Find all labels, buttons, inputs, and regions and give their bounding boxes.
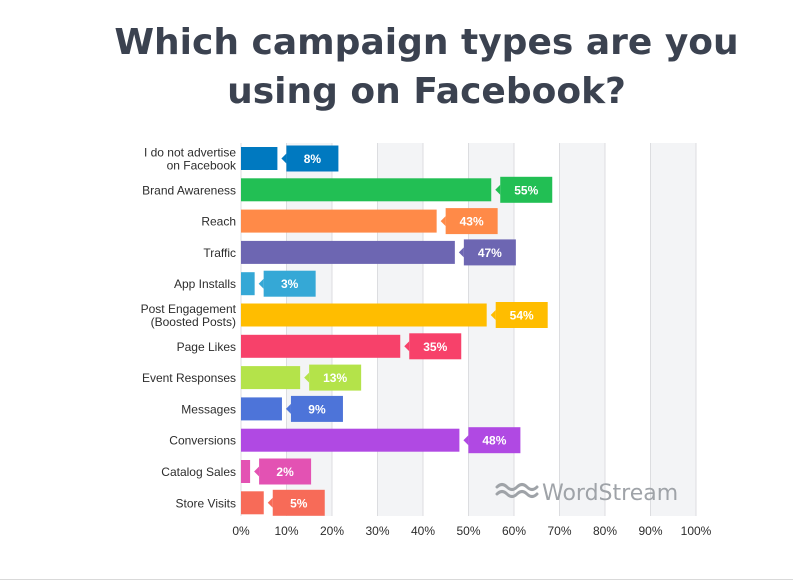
value-tag: 2% <box>254 458 312 485</box>
x-tick-label: 30% <box>365 524 389 538</box>
category-label: Conversions <box>169 434 236 448</box>
value-tag: 43% <box>440 208 498 235</box>
watermark-text: WordStream <box>542 481 678 506</box>
bottom-divider <box>0 579 793 580</box>
value-label: 9% <box>308 402 326 416</box>
category-label: Traffic <box>203 246 236 260</box>
value-label: 43% <box>460 215 484 229</box>
category-label: Post Engagement (Boosted Posts) <box>141 302 237 329</box>
x-tick-label: 90% <box>638 524 662 538</box>
value-tag: 55% <box>495 176 553 203</box>
x-tick-label: 40% <box>411 524 435 538</box>
category-label: Store Visits <box>176 496 236 510</box>
bar <box>241 209 437 233</box>
value-tag: 13% <box>304 364 362 391</box>
plot-stripe <box>559 143 605 516</box>
bar <box>241 397 282 421</box>
value-tag: 47% <box>458 239 516 266</box>
plot-stripe <box>286 143 332 516</box>
plot-stripe <box>377 143 423 516</box>
category-label: Brand Awareness <box>142 183 236 197</box>
x-tick-label: 0% <box>232 524 250 538</box>
category-label: Messages <box>181 402 236 416</box>
value-tag: 5% <box>267 489 325 516</box>
bar <box>241 272 255 296</box>
category-label: Catalog Sales <box>161 465 236 479</box>
value-label: 5% <box>290 496 308 510</box>
bar <box>241 334 401 358</box>
value-label: 55% <box>514 183 538 197</box>
x-tick-label: 80% <box>593 524 617 538</box>
value-tag: 35% <box>404 333 462 360</box>
bar <box>241 366 301 390</box>
x-tick-label: 70% <box>547 524 571 538</box>
value-label: 8% <box>304 152 322 166</box>
category-label: I do not advertise on Facebook <box>144 146 237 173</box>
bar <box>241 428 460 452</box>
bar <box>241 178 492 202</box>
x-tick-label: 10% <box>274 524 298 538</box>
bar <box>241 491 264 515</box>
x-tick-label: 60% <box>502 524 526 538</box>
bar <box>241 303 487 327</box>
value-tag: 8% <box>281 145 339 172</box>
bar <box>241 240 455 264</box>
x-tick-label: 50% <box>456 524 480 538</box>
value-label: 3% <box>281 277 299 291</box>
bar <box>241 460 251 483</box>
x-tick-label: 100% <box>681 524 712 538</box>
bar <box>241 147 278 170</box>
x-tick-label: 20% <box>320 524 344 538</box>
category-label: App Installs <box>174 277 236 291</box>
value-tag: 54% <box>490 302 548 328</box>
value-label: 54% <box>510 309 534 323</box>
plot-stripe <box>650 143 696 516</box>
category-label: Event Responses <box>142 371 236 385</box>
value-label: 48% <box>482 434 506 448</box>
value-label: 13% <box>323 371 347 385</box>
category-label: Page Likes <box>177 340 236 354</box>
wordstream-watermark: WordStream <box>495 481 678 506</box>
category-label: Reach <box>201 215 236 229</box>
chart-title: Which campaign types are you using on Fa… <box>114 22 739 112</box>
plot-stripe <box>468 143 514 516</box>
value-tag: 48% <box>463 427 521 454</box>
value-label: 47% <box>478 246 502 260</box>
value-label: 35% <box>423 340 447 354</box>
value-tag: 3% <box>258 270 316 297</box>
value-tag: 9% <box>285 395 343 422</box>
value-label: 2% <box>276 465 294 479</box>
